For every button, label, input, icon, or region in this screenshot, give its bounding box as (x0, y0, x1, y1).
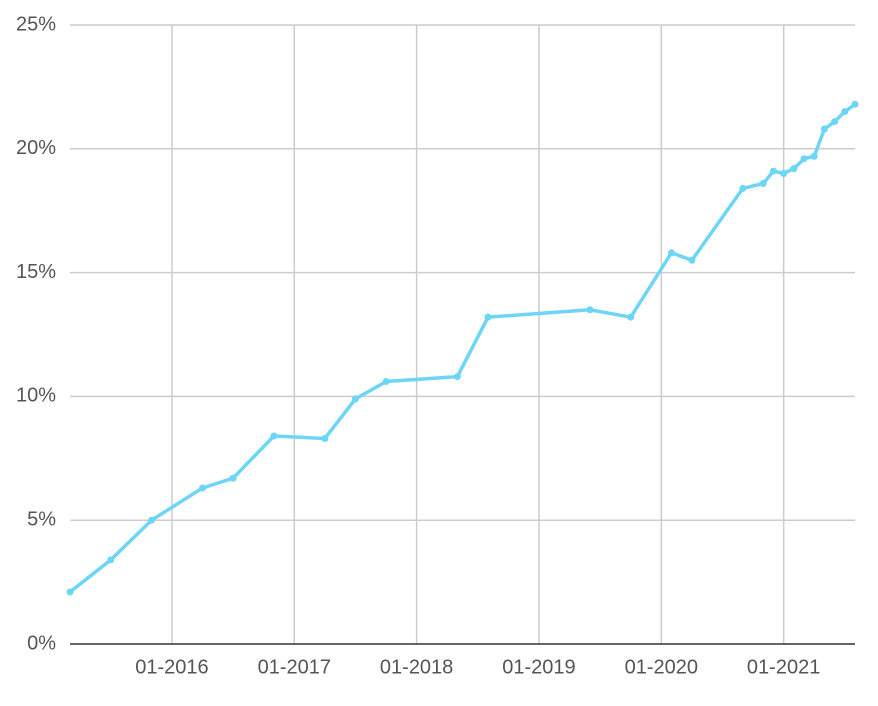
point (484, 313, 492, 321)
point (810, 152, 818, 160)
point (851, 100, 859, 108)
point (199, 484, 207, 492)
point (769, 167, 777, 175)
point (627, 313, 635, 321)
y-tick-label: 5% (27, 508, 56, 530)
point (790, 165, 798, 173)
point (820, 125, 828, 133)
x-tick-label: 01-2020 (625, 656, 698, 678)
point (66, 588, 74, 596)
point (586, 306, 594, 314)
x-tick-label: 01-2019 (502, 656, 575, 678)
x-tick-label: 01-2021 (747, 656, 820, 678)
point (107, 556, 115, 564)
x-tick-label: 01-2017 (258, 656, 331, 678)
y-tick-label: 25% (16, 13, 56, 35)
point (688, 256, 696, 264)
point (800, 155, 808, 163)
y-tick-label: 15% (16, 261, 56, 283)
point (739, 184, 747, 192)
point (351, 395, 359, 403)
point (841, 108, 849, 116)
x-tick-label: 01-2018 (380, 656, 453, 678)
point (453, 373, 461, 381)
point (831, 118, 839, 126)
line (68, 102, 857, 594)
point (270, 432, 278, 440)
y-tick-label: 0% (27, 632, 56, 654)
point (780, 170, 788, 178)
x-tick-label: 01-2016 (135, 656, 208, 678)
point (148, 516, 156, 524)
point (382, 378, 390, 386)
y-tick-label: 10% (16, 385, 56, 407)
point (759, 179, 767, 187)
point (667, 249, 675, 257)
y-tick-label: 20% (16, 137, 56, 159)
point (229, 474, 237, 482)
point (321, 434, 329, 442)
